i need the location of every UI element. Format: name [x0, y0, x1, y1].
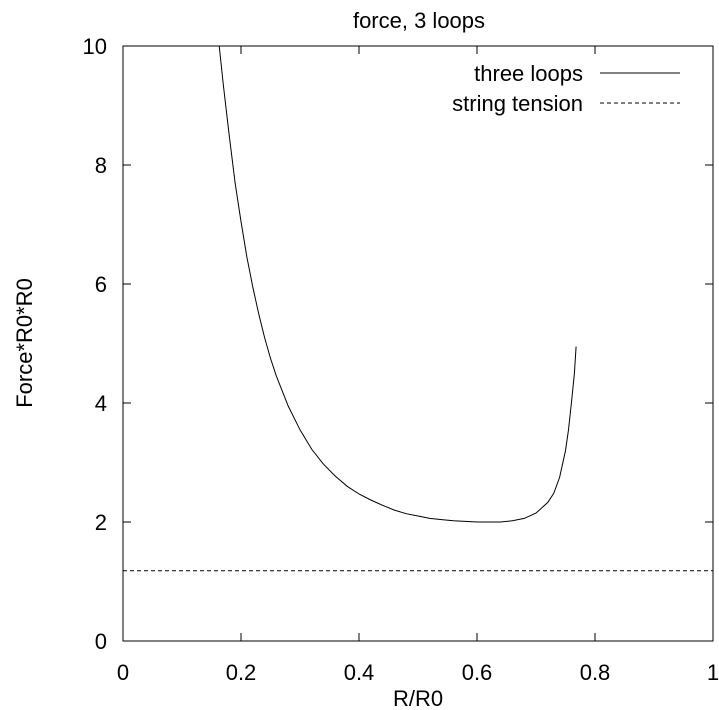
- x-tick-label: 0.4: [344, 660, 375, 685]
- x-tick-label: 0.8: [580, 660, 611, 685]
- legend-label: three loops: [474, 61, 583, 86]
- y-tick-label: 2: [95, 510, 107, 535]
- y-tick-label: 4: [95, 391, 107, 416]
- y-axis-title: Force*R0*R0: [12, 278, 37, 408]
- series-line-three-loops: [218, 45, 577, 523]
- x-tick-label: 0.6: [462, 660, 493, 685]
- x-axis: 0 0.2 0.4 0.6 0.8 1: [117, 46, 719, 685]
- y-tick-label: 6: [95, 272, 107, 297]
- y-axis: 0 2 4 6 8 10: [83, 34, 713, 654]
- x-tick-label: 1: [707, 660, 719, 685]
- x-axis-title: R/R0: [393, 686, 443, 710]
- y-tick-label: 0: [95, 629, 107, 654]
- legend-label: string tension: [452, 91, 583, 116]
- y-tick-label: 10: [83, 34, 107, 59]
- y-tick-label: 8: [95, 153, 107, 178]
- series-layer: [123, 45, 713, 572]
- chart-title: force, 3 loops: [353, 8, 485, 33]
- x-tick-label: 0: [117, 660, 129, 685]
- x-tick-label: 0.2: [226, 660, 257, 685]
- legend: three loops string tension: [452, 61, 680, 116]
- plot-frame: [122, 45, 714, 642]
